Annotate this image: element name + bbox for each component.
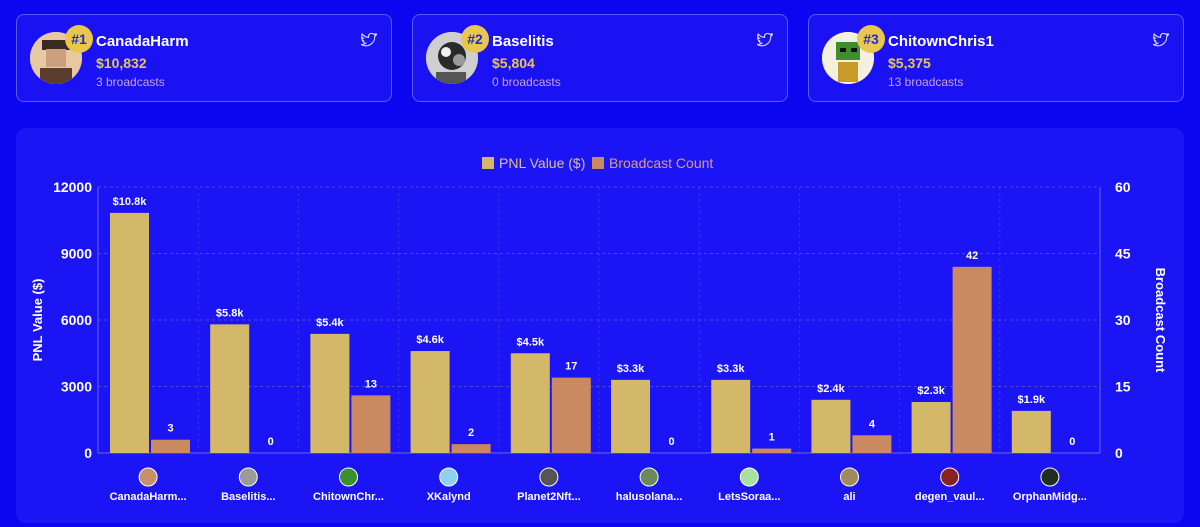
pnl-data-label: $4.5k (517, 336, 545, 348)
x-tick-label: LetsSoraa... (718, 491, 780, 503)
pnl-bar (310, 333, 350, 453)
broadcast-data-label: 17 (565, 361, 577, 373)
leader-card-2[interactable]: #2 Baselitis $5,804 0 broadcasts (412, 14, 788, 102)
broadcast-bar (752, 448, 792, 453)
broadcast-data-label: 42 (966, 250, 978, 262)
pnl-bar (510, 353, 550, 453)
broadcast-data-label: 1 (769, 432, 775, 444)
broadcast-bar (952, 266, 992, 453)
category-avatar (238, 467, 258, 487)
y2-tick-label: 0 (1115, 445, 1123, 461)
pnl-data-label: $5.8k (216, 307, 244, 319)
pnl-bar (1011, 410, 1051, 453)
pnl-data-label: $5.4k (316, 317, 344, 329)
pnl-data-label: $1.9k (1018, 394, 1046, 406)
legend-label: Broadcast Count (609, 155, 713, 171)
pnl-value: $5,804 (492, 55, 535, 71)
user-name[interactable]: CanadaHarm (96, 33, 189, 50)
broadcast-bar (351, 395, 391, 453)
x-tick-label: Planet2Nft... (517, 491, 581, 503)
x-tick-label: Baselitis... (221, 491, 275, 503)
x-tick-label: ali (843, 491, 855, 503)
broadcast-bar (151, 439, 190, 453)
y2-axis-title: Broadcast Count (1153, 268, 1168, 373)
pnl-bar (110, 212, 149, 453)
category-avatar (339, 467, 358, 487)
rank-badge: #3 (857, 25, 885, 53)
pnl-bar (711, 379, 751, 453)
broadcast-count: 3 broadcasts (96, 75, 165, 89)
legend-label: PNL Value ($) (499, 155, 585, 171)
broadcast-bar (852, 435, 892, 453)
y2-tick-label: 60 (1115, 179, 1131, 195)
leader-card-3[interactable]: #3 ChitownChris1 $5,375 13 broadcasts (808, 14, 1184, 102)
category-avatar (439, 467, 459, 487)
category-avatar (940, 467, 960, 487)
y-tick-label: 9000 (61, 246, 92, 262)
x-tick-label: XKalynd (427, 491, 471, 503)
broadcast-data-label: 4 (869, 418, 876, 430)
pnl-value: $10,832 (96, 55, 147, 71)
x-tick-label: degen_vaul... (915, 491, 985, 503)
avatar (426, 32, 478, 84)
category-avatar (639, 467, 659, 487)
pnl-bar (911, 402, 951, 453)
leader-card-1[interactable]: #1 CanadaHarm $10,832 3 broadcasts (16, 14, 392, 102)
rank-badge: #2 (461, 25, 489, 53)
x-tick-label: halusolana... (616, 491, 683, 503)
pnl-data-label: $2.3k (917, 385, 945, 397)
legend-swatch (482, 157, 494, 169)
pnl-data-label: $2.4k (817, 383, 845, 395)
pnl-value: $5,375 (888, 55, 931, 71)
y-tick-label: 3000 (61, 379, 92, 395)
pnl-data-label: $3.3k (617, 363, 645, 375)
pnl-bar (811, 399, 851, 453)
broadcast-bar (451, 444, 491, 453)
broadcast-data-label: 13 (365, 378, 377, 390)
broadcast-data-label: 2 (468, 427, 474, 439)
x-tick-label: CanadaHarm... (110, 491, 187, 503)
y2-tick-label: 15 (1115, 379, 1131, 395)
broadcast-data-label: 0 (1069, 436, 1075, 448)
broadcast-data-label: 0 (268, 436, 274, 448)
y-tick-label: 0 (84, 445, 92, 461)
twitter-icon[interactable] (1153, 33, 1169, 47)
category-avatar (138, 467, 158, 487)
pnl-bar (210, 324, 250, 453)
chart-panel: 0 3000 6000 9000 12000 0 15 30 45 60 PNL Value ($)… (16, 128, 1184, 523)
category-avatar (539, 467, 559, 487)
category-avatar (840, 467, 859, 487)
pnl-bar (611, 379, 650, 453)
x-tick-label: OrphanMidg... (1013, 491, 1087, 503)
pnl-data-label: $3.3k (717, 363, 745, 375)
pnl-data-label: $10.8k (113, 196, 148, 208)
broadcast-bar (551, 377, 591, 453)
broadcast-data-label: 0 (668, 436, 674, 448)
category-avatar (1040, 467, 1060, 487)
y2-tick-label: 45 (1115, 246, 1131, 262)
y2-tick-label: 30 (1115, 312, 1131, 328)
twitter-icon[interactable] (361, 33, 377, 47)
pnl-bar (410, 351, 450, 453)
twitter-icon[interactable] (757, 33, 773, 47)
legend-swatch (592, 157, 604, 169)
rank-badge: #1 (65, 25, 93, 53)
broadcast-data-label: 3 (167, 423, 173, 435)
y-tick-label: 12000 (53, 179, 92, 195)
pnl-data-label: $4.6k (416, 334, 444, 346)
x-tick-label: ChitownChr... (313, 491, 384, 503)
category-avatar (739, 467, 759, 487)
y-tick-label: 6000 (61, 312, 92, 328)
broadcast-count: 0 broadcasts (492, 75, 561, 89)
y-axis-title: PNL Value ($) (30, 279, 45, 362)
user-name[interactable]: ChitownChris1 (888, 33, 994, 50)
user-name[interactable]: Baselitis (492, 33, 554, 50)
broadcast-count: 13 broadcasts (888, 75, 964, 89)
